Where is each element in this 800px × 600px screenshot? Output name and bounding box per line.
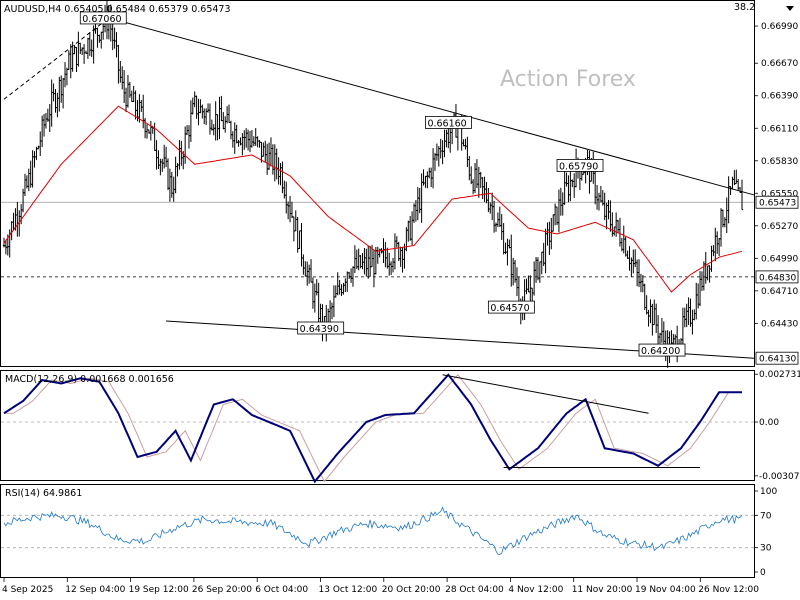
x-tick-label: 4 Sep 2025 bbox=[2, 585, 53, 595]
x-tick-label: 19 Nov 04:00 bbox=[635, 585, 696, 595]
rsi-title: RSI(14) 64.9861 bbox=[5, 488, 82, 499]
rsi-y-tick-label: 0 bbox=[760, 568, 766, 578]
price-panel-frame bbox=[0, 0, 755, 367]
dashed-trendline bbox=[3, 17, 110, 100]
level-label: 0.64200 bbox=[638, 343, 686, 357]
axis-price-tag-text: 0.64130 bbox=[759, 355, 796, 365]
axis-price-tag-box bbox=[755, 351, 799, 365]
rsi-y-tick-label: 70 bbox=[760, 511, 772, 521]
level-label: 0.64390 bbox=[297, 321, 345, 335]
macd-y-tick-label: -0.003077 bbox=[759, 472, 800, 482]
rsi-line bbox=[3, 506, 743, 555]
symbol-header: AUDUSD,H4 0.65405 0.65484 0.65379 0.6547… bbox=[4, 4, 231, 15]
level-label-text: 0.67060 bbox=[82, 14, 121, 25]
level-label-text: 0.64390 bbox=[300, 324, 339, 335]
rsi-panel-frame bbox=[0, 484, 755, 578]
level-label-text: 0.64570 bbox=[490, 303, 529, 314]
x-tick-label: 19 Sep 12:00 bbox=[129, 585, 189, 595]
axis-price-tag: 0.64130 bbox=[755, 351, 799, 365]
price-panel: 0.67060 0.66160 0.65790 0.64570 0.64390 0.642… bbox=[1, 0, 755, 368]
macd-upper-trendline bbox=[442, 374, 649, 414]
scroll-down-icon[interactable] bbox=[786, 6, 794, 11]
axes: 0.66990 0.66670 0.66390 0.66110 0.65830 0.655… bbox=[2, 22, 798, 595]
x-tick-label: 12 Sep 04:00 bbox=[65, 585, 125, 595]
y-tick-label: 0.66110 bbox=[761, 124, 798, 134]
macd-main-line bbox=[3, 373, 742, 484]
x-tick-label: 4 Nov 12:00 bbox=[508, 585, 563, 595]
macd-y-tick-label: 0.002731 bbox=[759, 370, 800, 380]
macd-panel-frame bbox=[0, 370, 755, 481]
y-tick-label: 0.64710 bbox=[761, 287, 798, 297]
level-label-box bbox=[425, 116, 472, 129]
axis-price-tag-text: 0.65473 bbox=[759, 199, 796, 209]
y-tick-label: 0.66670 bbox=[761, 59, 798, 69]
rsi-y-tick-label: 100 bbox=[760, 487, 777, 497]
axis-price-tag: 0.65473 bbox=[755, 195, 799, 209]
level-label: 0.66160 bbox=[425, 116, 472, 129]
axis-price-tag-text: 0.64830 bbox=[759, 273, 796, 283]
x-tick-label: 26 Nov 12:00 bbox=[698, 585, 759, 595]
level-label-text: 0.64200 bbox=[641, 346, 680, 357]
corner-value: 38.2 bbox=[734, 2, 755, 13]
x-tick-label: 26 Sep 20:00 bbox=[192, 585, 252, 595]
y-tick-label: 0.65270 bbox=[761, 222, 798, 232]
level-label-box bbox=[297, 321, 345, 335]
macd-y-tick-label: 0.00 bbox=[759, 418, 779, 428]
level-label-text: 0.65790 bbox=[559, 161, 598, 172]
resistance-trendline bbox=[108, 17, 755, 196]
axis-price-tag-box bbox=[755, 195, 799, 209]
axis-price-tag: 0.64830 bbox=[755, 270, 799, 284]
y-tick-label: 0.65830 bbox=[761, 157, 798, 167]
macd-signal-line bbox=[4, 374, 742, 483]
level-label-box bbox=[487, 300, 535, 314]
x-tick-label: 20 Oct 20:00 bbox=[382, 585, 441, 595]
level-label-box bbox=[79, 11, 127, 25]
macd-title: MACD(12,26,9) 0.001668 0.001656 bbox=[5, 374, 174, 385]
x-tick-label: 6 Oct 04:00 bbox=[255, 585, 308, 595]
y-tick-label: 0.64990 bbox=[761, 254, 798, 264]
axis-price-tag-box bbox=[755, 270, 799, 284]
rsi-y-tick-label: 30 bbox=[760, 544, 772, 554]
y-tick-label: 0.66990 bbox=[761, 22, 798, 32]
level-label: 0.65790 bbox=[556, 159, 604, 172]
level-label-text: 0.66160 bbox=[427, 118, 466, 129]
watermark: Action Forex bbox=[500, 67, 636, 92]
x-tick-label: 13 Oct 12:00 bbox=[319, 585, 378, 595]
level-label-box bbox=[638, 343, 686, 357]
y-tick-label: 0.66390 bbox=[761, 92, 798, 102]
rsi-panel: 100 70 30 0 bbox=[1, 487, 777, 578]
x-tick-label: 28 Oct 04:00 bbox=[445, 585, 504, 595]
level-label: 0.67060 bbox=[79, 11, 127, 25]
y-tick-label: 0.65550 bbox=[761, 189, 798, 199]
macd-panel: 0.002731 0.00 -0.003077 bbox=[1, 370, 800, 484]
moving-average-line bbox=[3, 105, 743, 293]
level-label: 0.64570 bbox=[487, 300, 535, 314]
x-tick-label: 11 Nov 20:00 bbox=[572, 585, 633, 595]
y-tick-label: 0.64430 bbox=[761, 319, 798, 329]
level-label-box bbox=[556, 159, 604, 172]
